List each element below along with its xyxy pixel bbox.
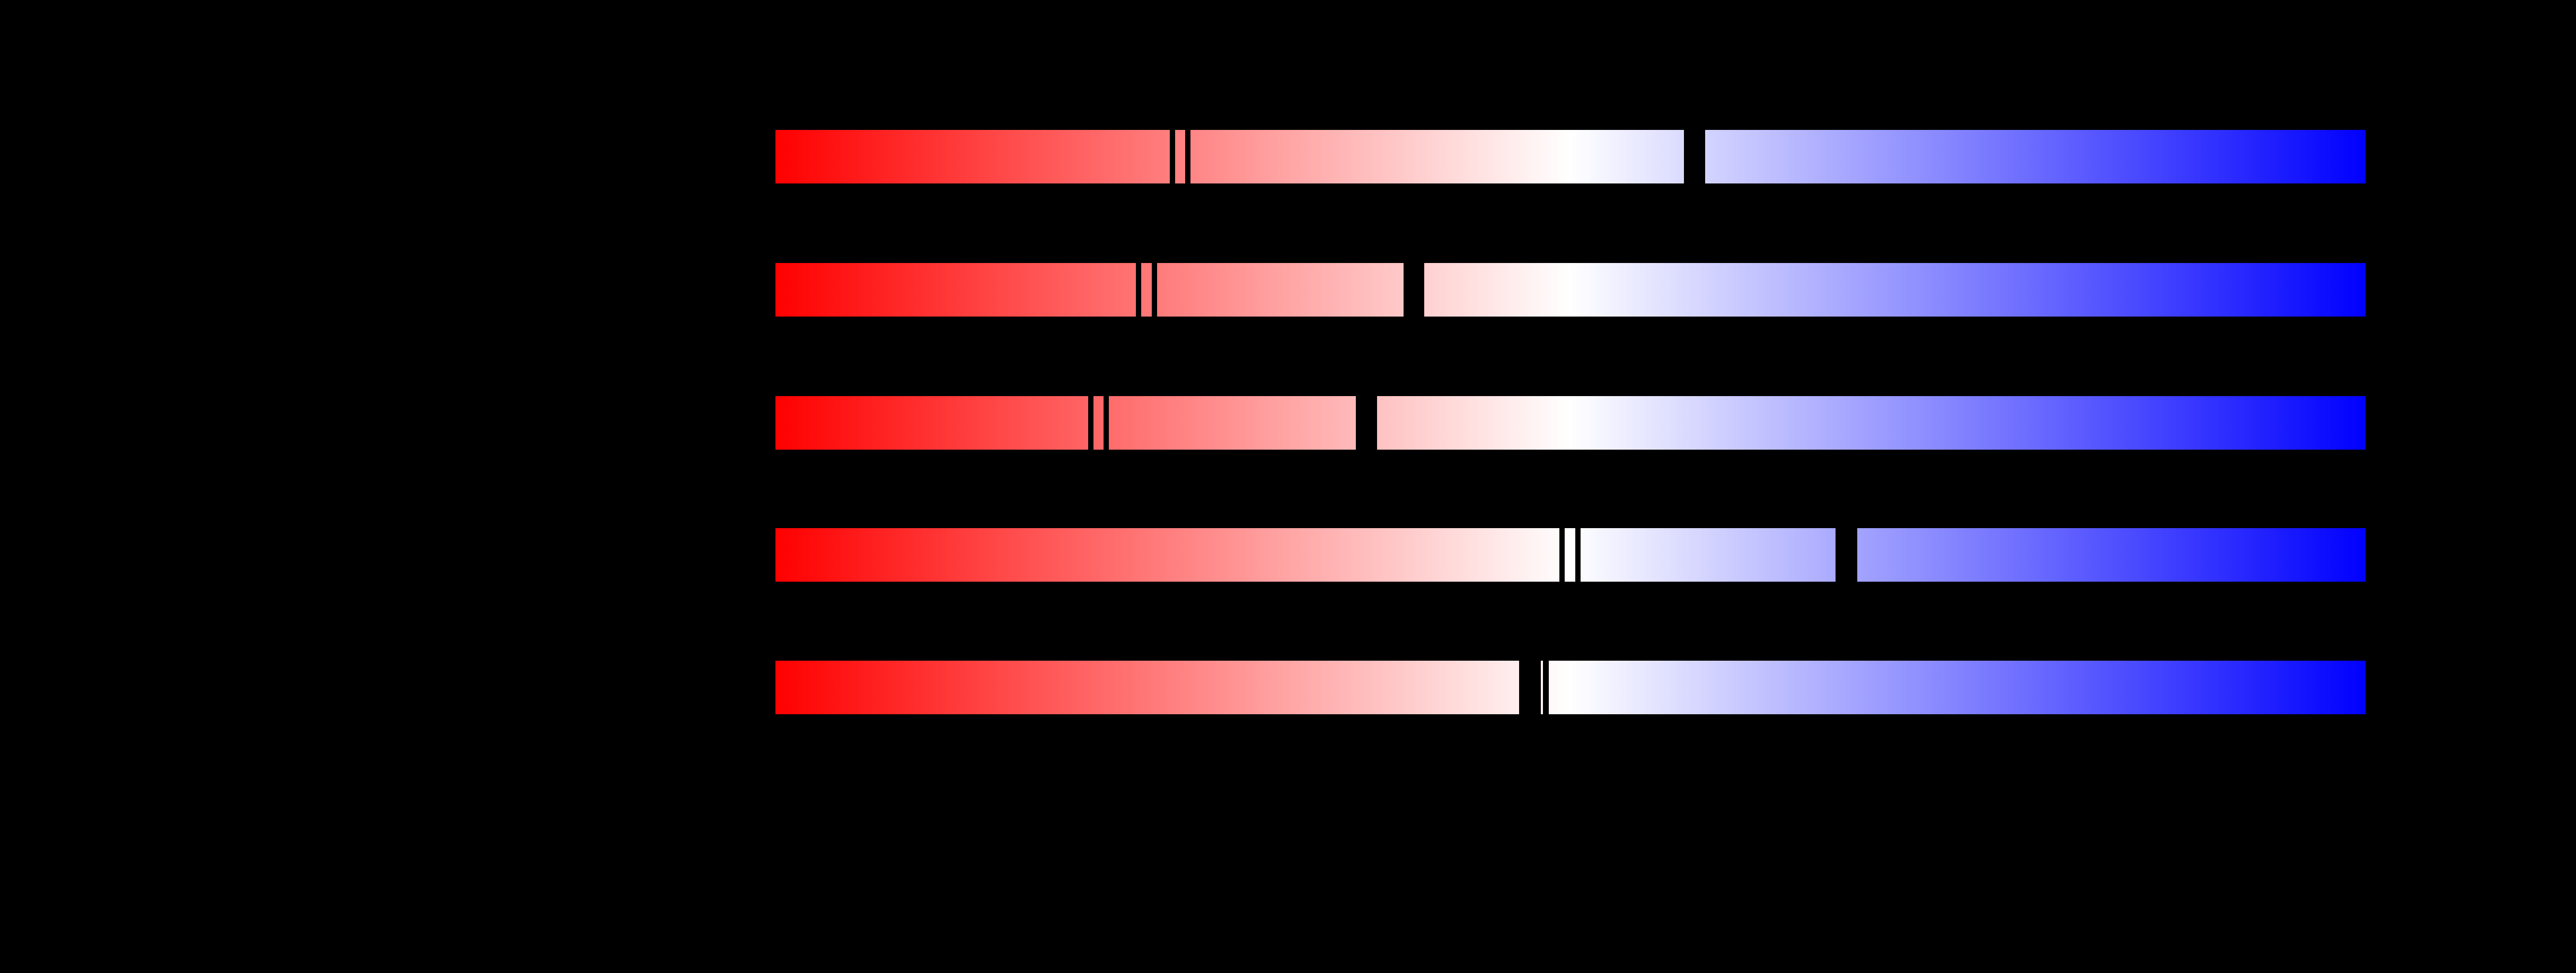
gradient-bar-1 (775, 130, 2366, 183)
tick-marker (1575, 528, 1581, 582)
tick-marker (1103, 396, 1109, 450)
block-marker (1683, 130, 1706, 183)
tick-marker (1088, 396, 1093, 450)
tick-marker (1543, 661, 1549, 714)
gradient-bar-3 (775, 396, 2366, 450)
tick-marker (1559, 528, 1565, 582)
block-marker (1404, 263, 1424, 317)
block-marker (1836, 528, 1857, 582)
gradient-bar-4 (775, 528, 2366, 582)
tick-marker (1185, 130, 1190, 183)
gradient-bar-2 (775, 263, 2366, 317)
tick-marker (1170, 130, 1175, 183)
tick-marker (1136, 263, 1141, 317)
block-marker (1519, 661, 1541, 714)
block-marker (1356, 396, 1377, 450)
tick-marker (1152, 263, 1157, 317)
gradient-bar-5 (775, 661, 2366, 714)
